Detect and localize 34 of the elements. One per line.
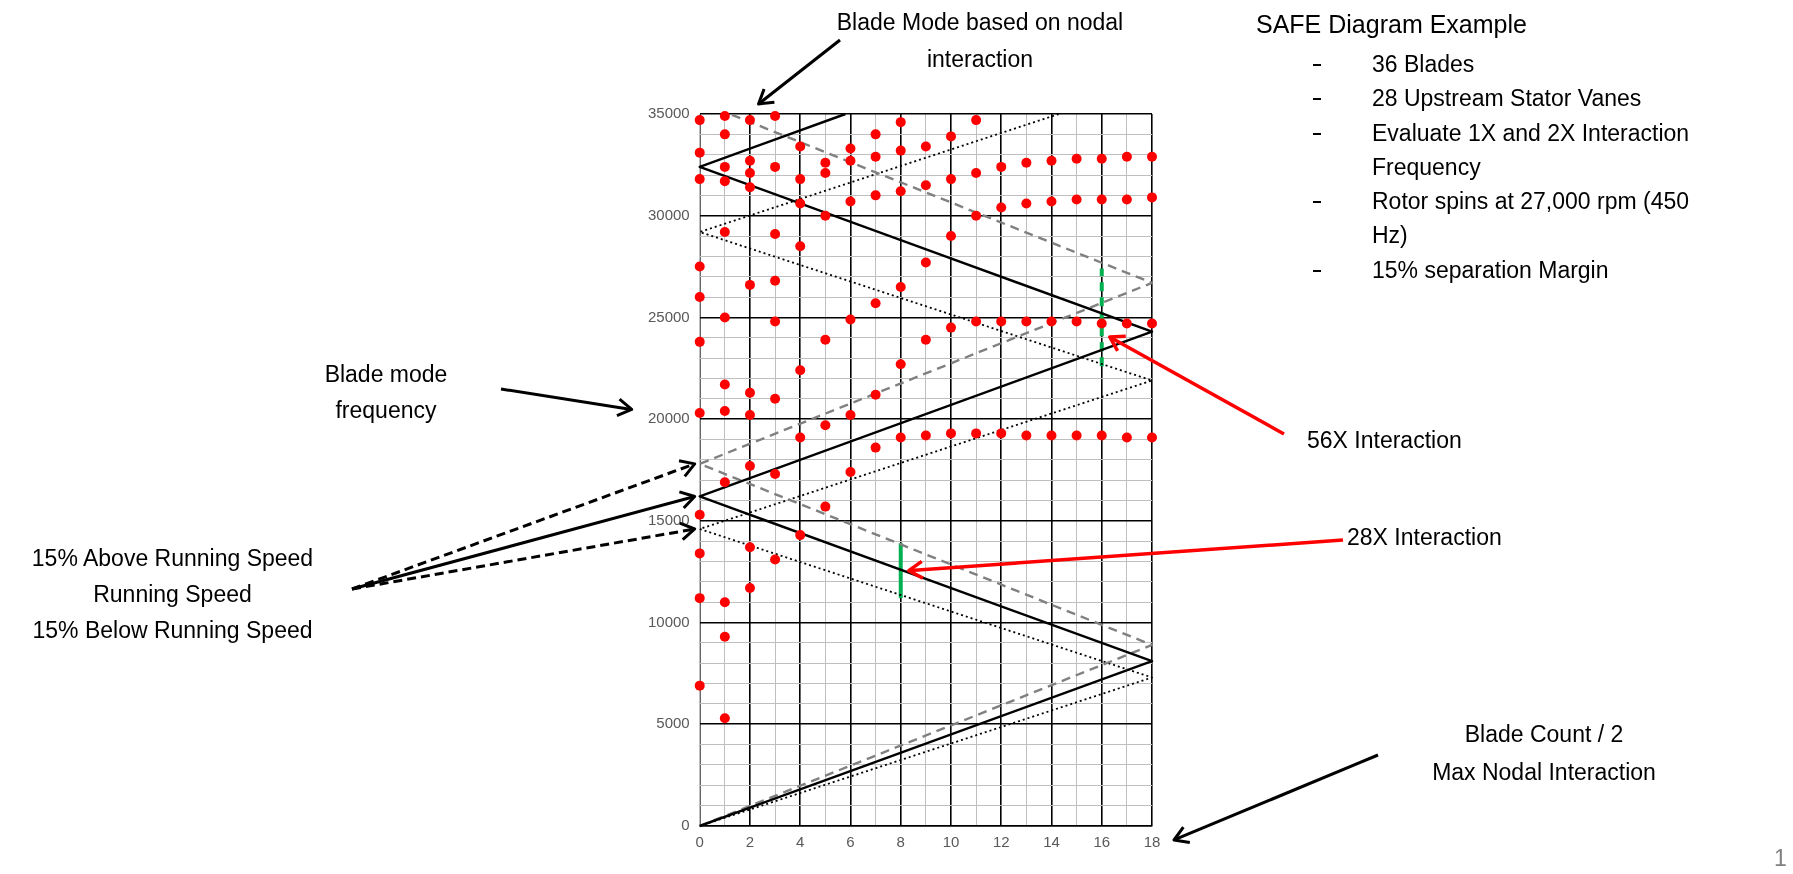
text: 28 Upstream Stator Vanes [1372, 84, 1643, 114]
y-tick-label: 20000 [647, 409, 690, 427]
text: Max Nodal Interaction [1431, 758, 1657, 787]
text: Blade Count / 2 [1463, 720, 1625, 749]
text: Rotor spins at 27,000 rpm (450 Hz) [1372, 187, 1691, 251]
text: 28X Interaction [1347, 523, 1502, 552]
text: 15% Above Running Speed [30, 544, 315, 573]
y-tick-label: 0 [681, 816, 690, 834]
x-tick-label: 6 [846, 833, 855, 851]
text: SAFE Diagram Example [1256, 9, 1527, 40]
x-tick-label: 4 [796, 833, 805, 851]
text: Running Speed [92, 580, 253, 609]
y-tick-label: 35000 [647, 104, 690, 122]
x-tick-label: 0 [695, 833, 704, 851]
y-tick-label: 15000 [647, 511, 690, 528]
text: 56X Interaction [1307, 426, 1462, 455]
x-tick-label: 8 [896, 833, 905, 851]
y-tick-label: 30000 [647, 205, 690, 223]
x-tick-label: 14 [1043, 833, 1060, 851]
y-tick-label: 5000 [656, 714, 690, 732]
x-tick-label: 10 [942, 833, 960, 851]
x-tick-label: 12 [992, 833, 1010, 851]
text: 1 [1774, 844, 1787, 873]
text: Blade mode frequency [323, 360, 449, 425]
text: Blade Mode based on nodal interaction [835, 8, 1125, 74]
x-tick-label: 16 [1093, 833, 1111, 851]
text: 36 Blades [1372, 50, 1476, 79]
y-tick-label: 10000 [647, 612, 690, 630]
x-tick-label: 2 [745, 833, 755, 851]
text: 15% Below Running Speed [31, 616, 314, 645]
x-tick-label: 18 [1143, 833, 1161, 851]
text: 15% separation Margin [1372, 255, 1610, 285]
text: Evaluate 1X and 2X Interaction Frequency [1372, 118, 1691, 182]
y-tick-label: 25000 [647, 307, 690, 325]
